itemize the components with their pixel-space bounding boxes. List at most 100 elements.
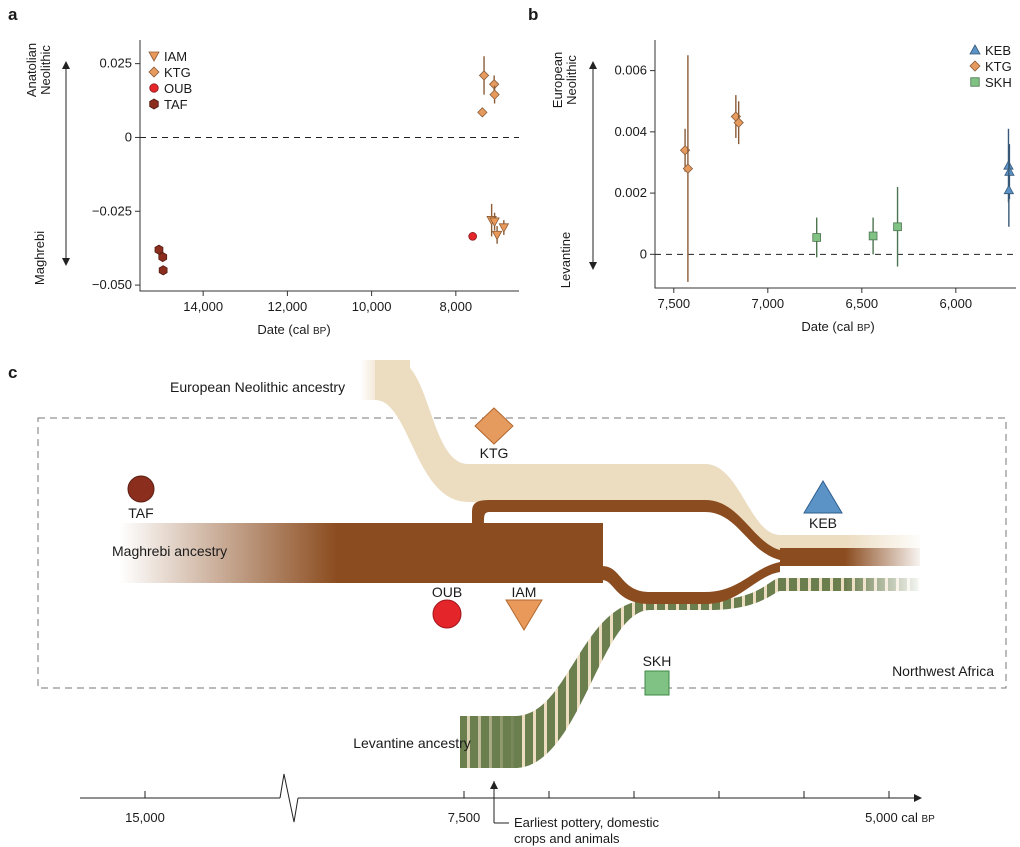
- site-keb-marker: [803, 480, 843, 514]
- data-point: [733, 117, 744, 128]
- timeline-label-15000: 15,000: [125, 810, 165, 825]
- legend-marker-keb: [969, 44, 981, 55]
- region-label: Northwest Africa: [892, 663, 994, 679]
- axis-lines: [654, 40, 1016, 289]
- panel-a-y-arrow-down: [62, 258, 70, 266]
- data-point: [468, 232, 477, 241]
- legend-marker-ktg: [148, 66, 160, 78]
- european-band-fade: [360, 360, 410, 400]
- panel-a-ylabel-top-2: Neolithic: [38, 45, 53, 95]
- y-tick-label: −0.050: [92, 277, 132, 292]
- x-tick-label: 6,500: [846, 296, 879, 311]
- panel-b-y-arrow-up: [589, 61, 597, 69]
- data-point: [489, 217, 500, 228]
- northwest-africa-region-box: [37, 417, 1007, 689]
- series-ktg: [477, 56, 500, 118]
- series-taf: [154, 244, 168, 276]
- panel-a-ylabel-bottom: Maghrebi: [32, 231, 47, 285]
- legend-marker-taf: [149, 98, 159, 110]
- legend-marker-skh: [970, 77, 980, 87]
- pottery-note-line-2: crops and animals: [514, 831, 620, 846]
- x-tick-label: 6,000: [940, 296, 973, 311]
- data-point: [158, 251, 168, 263]
- data-point: [893, 222, 902, 232]
- x-tick-label: 7,000: [752, 296, 785, 311]
- panel-a: a Anatolian Neolithic Maghrebi Date (cal…: [8, 5, 519, 337]
- data-point: [812, 233, 822, 242]
- site-iam-marker: [505, 599, 543, 631]
- pottery-note-line-1: Earliest pottery, domestic: [514, 815, 659, 830]
- axis-lines: [139, 40, 519, 292]
- legend-label-ktg: KTG: [164, 65, 191, 80]
- legend-label-taf: TAF: [164, 97, 188, 112]
- panel-a-xlabel: Date (cal BP): [257, 322, 330, 337]
- site-taf-label: TAF: [128, 505, 153, 521]
- site-ktg-label: KTG: [480, 445, 509, 461]
- legend-label-oub: OUB: [164, 81, 192, 96]
- data-point: [158, 265, 168, 276]
- panel-b-xlabel: Date (cal BP): [801, 319, 874, 334]
- legend-label-ktg: KTG: [985, 59, 1012, 74]
- legend-marker-iam: [148, 51, 160, 62]
- panel-b-axes: 0.006 0.004 0.002 0 7,500 7,000 6,500 6,000: [614, 40, 1016, 311]
- maghrebi-upper-branch: [472, 500, 780, 560]
- site-skh-marker: [644, 670, 670, 696]
- x-tick-label: 8,000: [440, 299, 473, 314]
- panel-a-axes: 0.025 0 −0.025 −0.050 14,000 12,000 10,000 8,00…: [92, 40, 519, 314]
- data-point: [498, 223, 510, 233]
- series-oub: [468, 232, 477, 241]
- panel-b: b European Neolithic Levantine Date (cal…: [528, 5, 1016, 334]
- panel-b-ylabel-bottom: Levantine: [558, 232, 573, 288]
- series-iam: [486, 203, 510, 244]
- panel-b-y-arrow-down: [589, 262, 597, 270]
- y-tick-label: 0.002: [614, 185, 647, 200]
- legend-marker-ktg: [969, 60, 981, 72]
- data-point: [868, 231, 878, 241]
- panel-a-ylabel-top-1: Anatolian: [24, 43, 39, 97]
- site-oub-marker: [432, 599, 462, 629]
- timeline-arrowhead: [914, 794, 922, 802]
- timeline-label-7500: 7,500: [448, 810, 481, 825]
- y-tick-label: 0: [640, 246, 647, 261]
- timeline-label-5000: 5,000 cal BP: [865, 810, 935, 825]
- site-taf-marker: [127, 475, 155, 503]
- timeline: 15,000 7,500 5,000 cal BP Earliest potte…: [80, 773, 935, 846]
- pottery-pointer-arrowhead: [490, 781, 498, 789]
- data-point: [489, 89, 500, 100]
- panel-b-ylabel-top-1: European: [550, 52, 565, 108]
- maghrebi-ancestry-band: [120, 523, 603, 583]
- x-tick-label: 10,000: [352, 299, 392, 314]
- data-point: [491, 230, 503, 241]
- site-keb-label: KEB: [809, 515, 837, 531]
- panel-a-y-arrow-up: [62, 61, 70, 69]
- levantine-band-fade: [460, 716, 518, 768]
- maghrebi-lower-branch: [602, 562, 780, 604]
- panel-b-ylabel-top-2: Neolithic: [564, 55, 579, 105]
- y-tick-label: 0.004: [614, 124, 647, 139]
- site-iam-label: IAM: [512, 584, 537, 600]
- data-point: [477, 107, 488, 118]
- data-point: [478, 70, 490, 81]
- x-tick-label: 7,500: [658, 296, 691, 311]
- legend-label-keb: KEB: [985, 43, 1011, 58]
- panel-c-letter: c: [8, 363, 17, 382]
- x-tick-label: 14,000: [183, 299, 223, 314]
- legend-label-skh: SKH: [985, 75, 1012, 90]
- series-skh: [812, 186, 902, 267]
- y-tick-label: 0.006: [614, 63, 647, 78]
- x-tick-label: 12,000: [268, 299, 308, 314]
- y-tick-label: −0.025: [92, 203, 132, 218]
- site-ktg-marker: [474, 407, 514, 445]
- series-ktg: [679, 55, 744, 282]
- series-keb: [1003, 128, 1015, 227]
- data-point: [1003, 184, 1015, 195]
- panel-a-letter: a: [8, 5, 18, 24]
- site-skh-label: SKH: [643, 653, 672, 669]
- legend-label-iam: IAM: [164, 49, 187, 64]
- y-tick-label: 0.025: [99, 56, 132, 71]
- levantine-ancestry-label: Levantine ancestry: [353, 735, 471, 751]
- site-oub-label: OUB: [432, 584, 462, 600]
